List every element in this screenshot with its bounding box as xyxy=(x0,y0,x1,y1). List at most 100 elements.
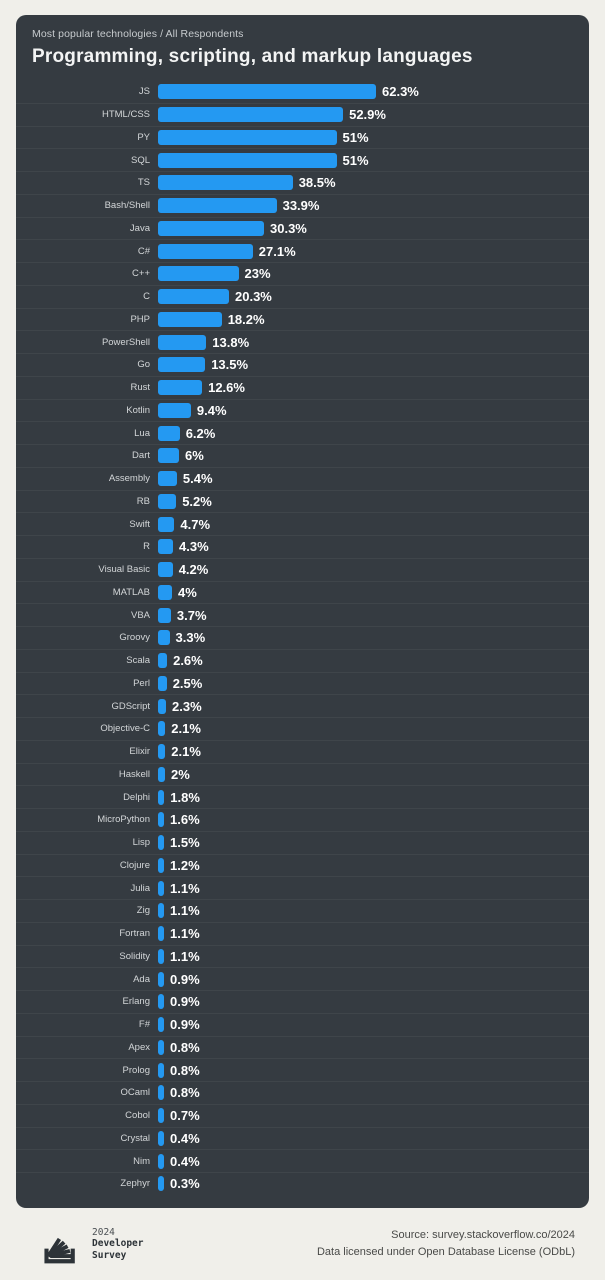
bar-value: 4.7% xyxy=(180,516,211,532)
bar-zone: 1.2% xyxy=(158,855,589,877)
bar-zone: 0.9% xyxy=(158,968,589,990)
bar xyxy=(158,357,206,373)
bar-row: Groovy 3.3% xyxy=(16,626,589,649)
bar-row: Swift 4.7% xyxy=(16,512,589,535)
bar-value: 2% xyxy=(171,766,190,782)
bar-value: 18.2% xyxy=(227,311,265,327)
chart-title: Programming, scripting, and markup langu… xyxy=(32,46,473,67)
bar-label: Bash/Shell xyxy=(104,200,150,212)
source-line2: Data licensed under Open Database Licens… xyxy=(316,1246,575,1258)
bar-label: Swift xyxy=(129,518,150,530)
bar-label: Haskell xyxy=(118,768,150,780)
bar xyxy=(158,334,207,350)
bar-label: Visual Basic xyxy=(98,564,150,576)
bar-rows: JS 62.3% HTML/CSS 52.9% PY 51% SQL 51% T… xyxy=(16,80,589,1195)
bar-value: 2.6% xyxy=(173,653,203,669)
bar-value: 4.3% xyxy=(179,539,209,555)
bar-row: Dart 6% xyxy=(16,444,589,467)
chart-subtitle: Most popular technologies / All Responde… xyxy=(32,28,244,40)
bar-label: HTML/CSS xyxy=(101,109,150,121)
bar-value: 1.5% xyxy=(170,835,200,851)
bar-row: Solidity 1.1% xyxy=(16,944,589,968)
bar xyxy=(158,311,222,327)
bar-label: PHP xyxy=(130,313,150,325)
bar xyxy=(158,675,167,691)
bar-zone: 6% xyxy=(158,445,589,467)
bar-value: 1.1% xyxy=(170,948,200,964)
bar-label: Scala xyxy=(126,655,150,667)
bar-value: 9.4% xyxy=(196,402,227,418)
footer: 2024 Developer Survey Source: survey.sta… xyxy=(0,1208,605,1280)
bar-value: 2.1% xyxy=(171,744,201,760)
stackoverflow-logo-icon xyxy=(38,1221,84,1267)
bar-value: 51% xyxy=(342,152,369,168)
bar xyxy=(158,1085,164,1101)
bar-value: 2.1% xyxy=(171,721,201,737)
bar-row: Lua 6.2% xyxy=(16,421,589,444)
bar-label: Groovy xyxy=(119,632,150,644)
bar-zone: 12.6% xyxy=(158,377,589,399)
bar-zone: 0.8% xyxy=(158,1059,589,1081)
bar-row: Zephyr 0.3% xyxy=(16,1172,589,1195)
bar xyxy=(158,425,180,441)
bar-value: 51% xyxy=(342,129,369,145)
bar-row: Zig 1.1% xyxy=(16,899,589,922)
bar-zone: 13.8% xyxy=(158,331,589,353)
bar-value: 23% xyxy=(244,266,271,282)
bar-label: SQL xyxy=(130,154,150,166)
bar-zone: 13.5% xyxy=(158,354,589,376)
bar-label: Go xyxy=(137,359,150,371)
bar xyxy=(158,129,337,145)
brand-year: 2024 xyxy=(92,1226,115,1238)
bar xyxy=(158,744,166,760)
bar-zone: 9.4% xyxy=(158,400,589,422)
bar-zone: 4% xyxy=(158,582,589,604)
bar-value: 0.3% xyxy=(170,1176,200,1192)
bar-label: Apex xyxy=(128,1041,150,1053)
bar-row: Kotlin 9.4% xyxy=(16,398,589,422)
bar-label: RB xyxy=(136,495,150,507)
bar-row: Elixir 2.1% xyxy=(16,739,589,763)
bar xyxy=(158,926,164,942)
bar-zone: 3.3% xyxy=(158,627,589,649)
bar-zone: 52.9% xyxy=(158,104,589,126)
bar xyxy=(158,289,229,305)
bar-value: 12.6% xyxy=(208,380,245,396)
bar xyxy=(158,152,337,168)
bar-zone: 27.1% xyxy=(158,240,589,262)
bar-value: 52.9% xyxy=(349,107,386,123)
bar-label: Ada xyxy=(133,973,150,985)
bar-zone: 30.3% xyxy=(158,218,589,240)
bar-value: 0.9% xyxy=(170,971,200,987)
bar xyxy=(158,107,344,123)
bar-row: C 20.3% xyxy=(16,284,589,308)
bar-label: Julia xyxy=(130,882,150,894)
brand-line2: Survey xyxy=(92,1249,127,1261)
bar-row: Assembly 5.4% xyxy=(16,466,589,490)
bar-label: C++ xyxy=(132,268,150,280)
bar xyxy=(158,562,173,578)
bar-row: VBA 3.7% xyxy=(16,603,589,626)
bar-zone: 1.6% xyxy=(158,809,589,831)
bar-zone: 1.1% xyxy=(158,946,589,968)
bar-zone: 18.2% xyxy=(158,309,589,331)
bar-value: 0.9% xyxy=(170,1017,200,1033)
bar-row: Erlang 0.9% xyxy=(16,990,589,1013)
bar-zone: 1.8% xyxy=(158,786,589,808)
bar-zone: 33.9% xyxy=(158,195,589,217)
bar xyxy=(158,471,177,487)
bar-row: Visual Basic 4.2% xyxy=(16,557,589,581)
bar-row: PHP 18.2% xyxy=(16,307,589,331)
bar xyxy=(158,1176,164,1192)
bar-value: 30.3% xyxy=(270,220,307,236)
bar-value: 5.2% xyxy=(182,493,212,509)
bar-label: Dart xyxy=(132,450,150,462)
bar xyxy=(158,220,264,236)
bar-label: Prolog xyxy=(122,1064,150,1076)
bar-row: Lisp 1.5% xyxy=(16,830,589,854)
bar-label: Nim xyxy=(133,1155,150,1167)
bar xyxy=(158,1017,164,1033)
bar-value: 0.8% xyxy=(170,1039,200,1055)
bar-value: 20.3% xyxy=(235,289,272,305)
bar-row: C++ 23% xyxy=(16,262,589,285)
